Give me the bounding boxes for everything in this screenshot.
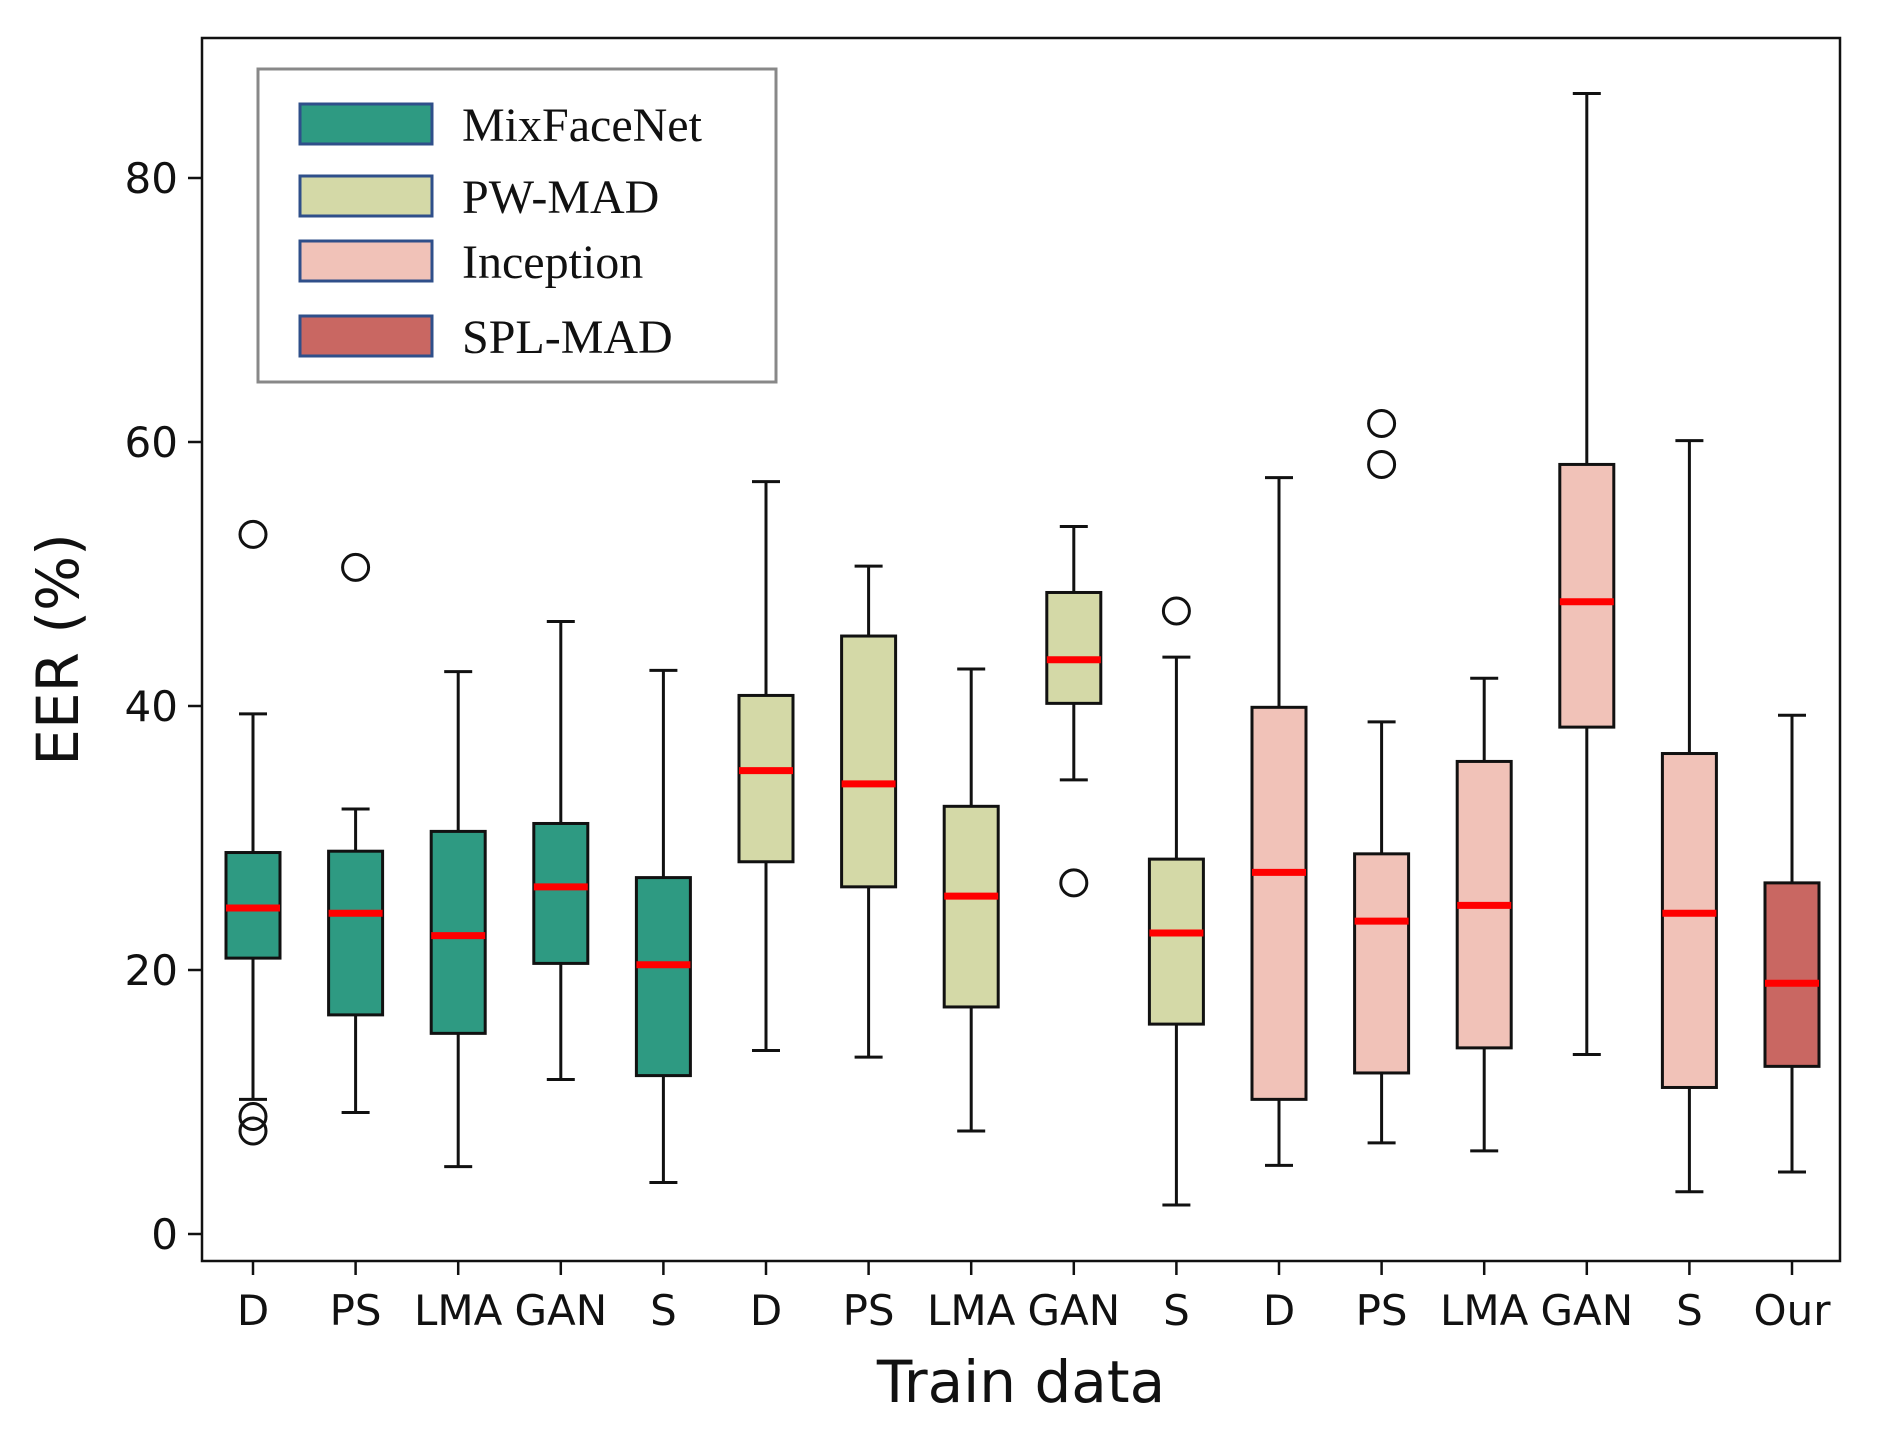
y-tick-label: 20 (125, 946, 178, 995)
x-axis: D PS LMA GAN S D PS LMA GAN S D PS LMA GAN S Our (237, 1261, 1831, 1335)
y-axis: 0 20 40 60 80 (125, 154, 202, 1259)
x-tick-label: S (650, 1286, 677, 1335)
x-tick-label: PS (1356, 1286, 1408, 1335)
box-plot-spl-mad-our (1763, 713, 1821, 1174)
box-plot-mixfacenet-gan (532, 620, 590, 1082)
outlier-point (1367, 409, 1397, 439)
outlier-point (1367, 449, 1397, 479)
x-axis-label: Train data (876, 1348, 1165, 1416)
box-plot-pw-mad-lma (942, 667, 1000, 1133)
legend-swatch (298, 174, 434, 218)
outlier-point (1161, 596, 1191, 626)
box-plot-pw-mad-s (1147, 596, 1205, 1207)
plot-frame (200, 36, 1842, 1263)
box-plot-inception-ps (1353, 409, 1411, 1145)
x-tick-label: D (750, 1286, 782, 1335)
box (532, 821, 590, 965)
legend-swatch (298, 239, 434, 283)
box-plot-pw-mad-gan (1045, 524, 1103, 898)
box (942, 804, 1000, 1009)
y-tick-label: 40 (125, 682, 178, 731)
x-tick-label: Our (1754, 1286, 1832, 1335)
x-tick-label: PS (843, 1286, 895, 1335)
x-tick-label: LMA (414, 1286, 503, 1335)
x-tick-label: LMA (927, 1286, 1016, 1335)
y-tick-label: 0 (151, 1210, 178, 1259)
box-plot-mixfacenet-lma (429, 670, 487, 1169)
box-plot-inception-s (1660, 439, 1718, 1194)
legend-label: SPL-MAD (462, 311, 673, 364)
x-tick-label: GAN (1540, 1286, 1633, 1335)
x-tick-label: D (1263, 1286, 1295, 1335)
outlier-point (341, 552, 371, 582)
box (737, 693, 795, 864)
x-tick-label: PS (330, 1286, 382, 1335)
x-tick-label: S (1163, 1286, 1190, 1335)
outlier-point (1059, 868, 1089, 898)
outlier-point (238, 1102, 268, 1132)
box (1250, 705, 1308, 1101)
box (1763, 881, 1821, 1068)
legend-label: Inception (462, 236, 643, 289)
box (1045, 590, 1103, 705)
box (1660, 752, 1718, 1089)
box (840, 634, 898, 889)
box-plot-mixfacenet-ps (327, 552, 385, 1115)
x-tick-label: LMA (1440, 1286, 1529, 1335)
box (1147, 857, 1205, 1026)
y-tick-label: 60 (125, 418, 178, 467)
legend-swatch (298, 102, 434, 146)
box (634, 876, 692, 1078)
outlier-point (238, 519, 268, 549)
legend-label: MixFaceNet (462, 99, 703, 152)
y-tick-label: 80 (125, 154, 178, 203)
box-plot-inception-gan (1558, 92, 1616, 1056)
x-tick-label: S (1676, 1286, 1703, 1335)
legend-label: PW-MAD (462, 171, 659, 224)
box-plot-pw-mad-d (737, 480, 795, 1053)
outlier-point (238, 1116, 268, 1146)
box (1558, 462, 1616, 729)
box (1353, 852, 1411, 1075)
box-plot-inception-d (1250, 476, 1308, 1167)
legend: MixFaceNet PW-MAD Inception SPL-MAD (256, 67, 778, 384)
box-plot-pw-mad-ps (840, 564, 898, 1059)
box-plot-mixfacenet-d (224, 519, 282, 1146)
boxes-layer (224, 92, 1821, 1207)
box (327, 849, 385, 1017)
box-plot-mixfacenet-s (634, 668, 692, 1185)
legend-swatch (298, 314, 434, 358)
y-axis-label: EER (%) (24, 533, 92, 765)
box-plot-inception-lma (1455, 676, 1513, 1153)
x-tick-label: GAN (1027, 1286, 1120, 1335)
x-tick-label: D (237, 1286, 269, 1335)
x-tick-label: GAN (514, 1286, 607, 1335)
